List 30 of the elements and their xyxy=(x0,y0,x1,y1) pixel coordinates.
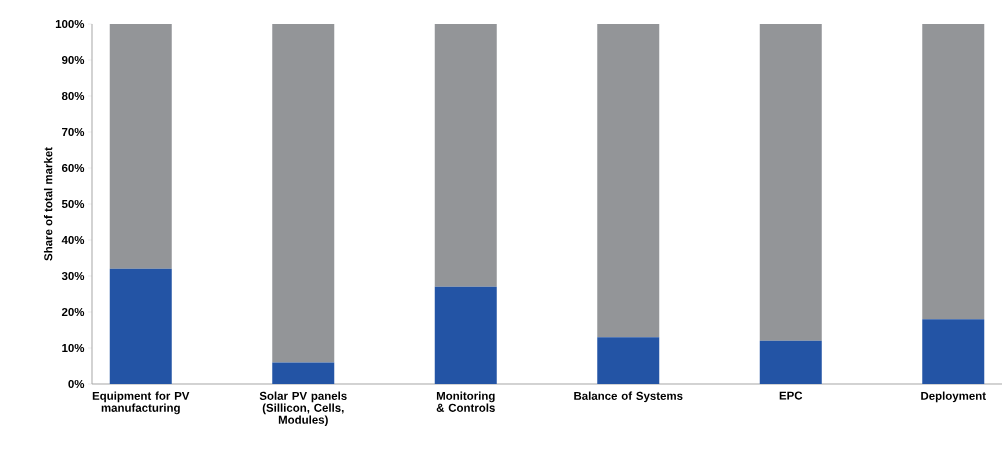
x-tick-label: Equipment for PV manufacturing xyxy=(92,391,190,415)
y-tick-label: 20% xyxy=(61,307,85,317)
y-tick-label: 80% xyxy=(61,91,85,101)
y-tick-label: 60% xyxy=(61,163,85,173)
x-tick-label: Monitoring & Controls xyxy=(436,391,495,412)
bar xyxy=(597,24,660,338)
x-tick-label: EPC xyxy=(779,391,803,400)
y-tick-label: 40% xyxy=(61,235,85,245)
bar xyxy=(922,319,985,384)
bar xyxy=(109,24,172,269)
y-tick-label: 90% xyxy=(61,55,85,65)
bar xyxy=(597,337,660,384)
x-tick-label: Balance of Systems xyxy=(574,391,683,403)
bar xyxy=(434,286,497,384)
x-tick-label: Solar PV panels (Sillicon, Cells, Modules) xyxy=(259,391,347,427)
bar xyxy=(272,24,335,363)
bar xyxy=(434,24,497,287)
x-tick-label: Deployment xyxy=(921,391,986,403)
y-tick-label: 70% xyxy=(62,127,85,137)
y-tick-label: 0% xyxy=(68,379,85,389)
bar xyxy=(272,362,335,384)
bar xyxy=(759,340,822,384)
bar xyxy=(109,268,172,384)
bar xyxy=(922,24,985,320)
y-tick-label: 30% xyxy=(61,271,85,281)
y-tick-label: 10% xyxy=(62,343,85,353)
bar xyxy=(759,24,822,341)
y-tick-label: 50% xyxy=(61,199,85,209)
y-axis-title: Share of total market xyxy=(43,147,53,261)
y-tick-label: 100% xyxy=(55,19,85,29)
